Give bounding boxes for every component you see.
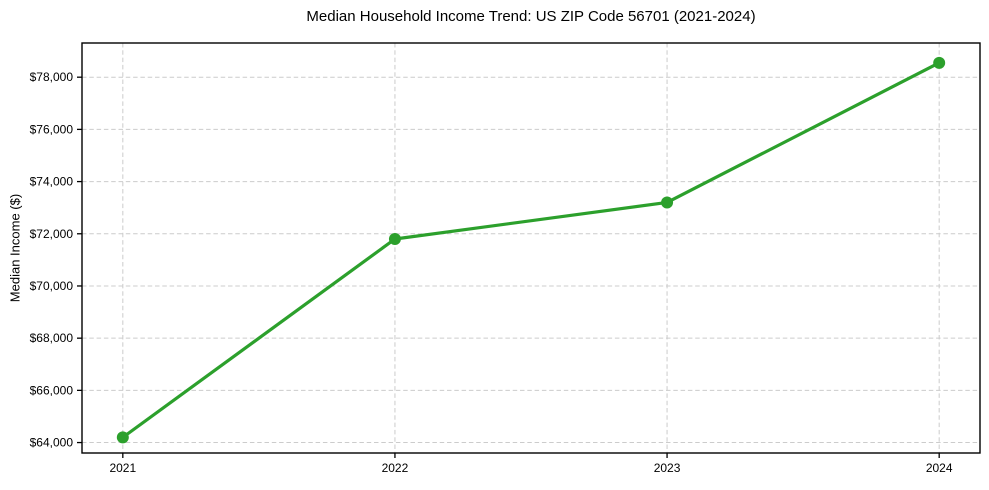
y-tick-label: $74,000 [30,175,74,189]
y-tick-label: $78,000 [30,70,74,84]
chart-title: Median Household Income Trend: US ZIP Co… [306,8,756,25]
data-point [661,196,674,209]
data-point [933,56,946,69]
y-tick-label: $66,000 [30,383,74,397]
x-tick-label: 2024 [926,461,953,475]
y-tick-label: $70,000 [30,279,74,293]
y-tick-label: $76,000 [30,122,74,136]
y-tick-label: $68,000 [30,331,74,345]
data-point [116,431,129,444]
y-tick-label: $72,000 [30,227,74,241]
x-tick-label: 2021 [109,461,136,475]
y-tick-label: $64,000 [30,436,74,450]
plot-border [81,42,981,454]
x-tick-label: 2023 [654,461,681,475]
data-point [388,232,401,245]
x-tick-label: 2022 [382,461,409,475]
trend-line [121,61,941,439]
